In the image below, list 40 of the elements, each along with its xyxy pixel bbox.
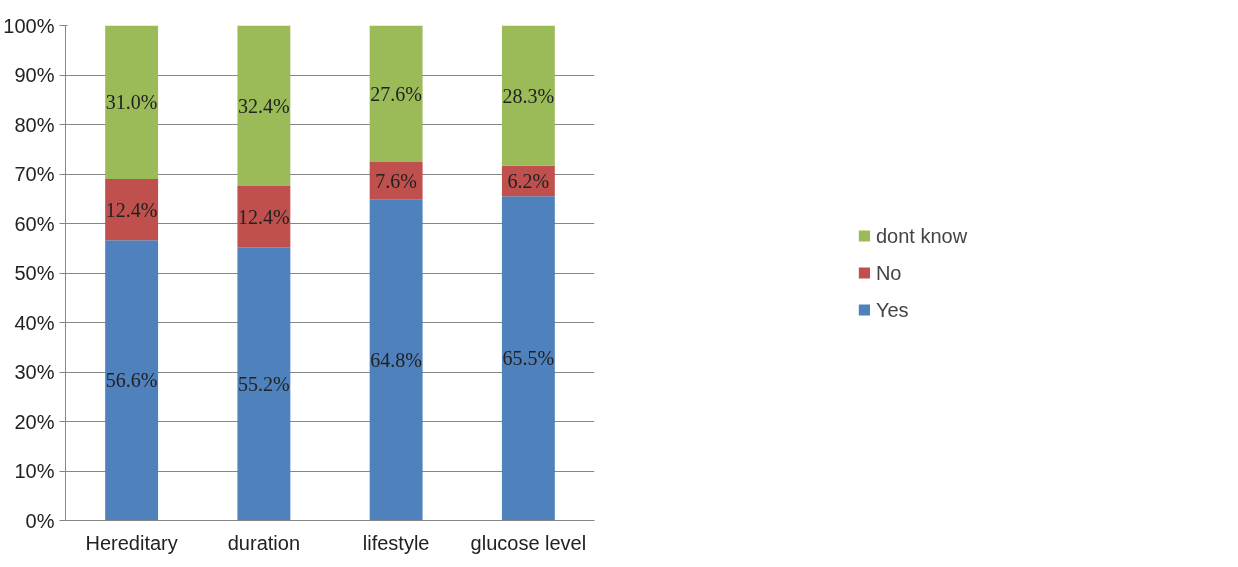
data-label: 7.6% (375, 169, 417, 192)
legend-label: No (875, 261, 902, 284)
y-tick-label: 40% (14, 311, 55, 334)
data-label: 31.0% (105, 91, 158, 114)
y-tick-label: 30% (14, 361, 55, 383)
data-label: 12.4% (105, 198, 158, 221)
y-tick-label: 0% (25, 509, 55, 532)
data-label: 55.2% (238, 372, 290, 395)
bar (501, 196, 555, 521)
y-tick-label: 70% (14, 163, 55, 185)
bar (237, 247, 291, 521)
y-tick-label: 20% (14, 410, 55, 433)
y-tick-label: 80% (14, 113, 55, 136)
bar (369, 199, 423, 521)
x-tick-label: lifestyle (362, 531, 430, 554)
data-label: 56.6% (105, 369, 158, 392)
data-label: 27.6% (370, 82, 422, 105)
x-tick-label: duration (227, 531, 301, 554)
bar (105, 178, 159, 241)
legend-label: dont know (875, 224, 968, 247)
y-tick-label: 10% (14, 460, 55, 482)
bar (501, 25, 555, 166)
bar (237, 185, 291, 248)
x-tick-label: Hereditary (85, 531, 178, 554)
y-tick-label: 90% (14, 64, 55, 86)
data-label: 65.5% (502, 347, 555, 370)
data-label: 64.8% (370, 349, 422, 372)
bar (105, 25, 159, 179)
legend-label: Yes (875, 298, 909, 321)
y-tick-label: 100% (3, 14, 55, 37)
data-label: 32.4% (238, 94, 290, 117)
data-label: 28.3% (502, 84, 555, 107)
bar (105, 240, 159, 521)
bar (237, 25, 291, 186)
x-tick-label: glucose level (470, 531, 587, 554)
bar (369, 25, 423, 163)
y-tick-label: 50% (14, 262, 55, 284)
data-label: 6.2% (507, 169, 550, 192)
data-label: 12.4% (238, 205, 290, 228)
y-tick-label: 60% (14, 212, 55, 235)
